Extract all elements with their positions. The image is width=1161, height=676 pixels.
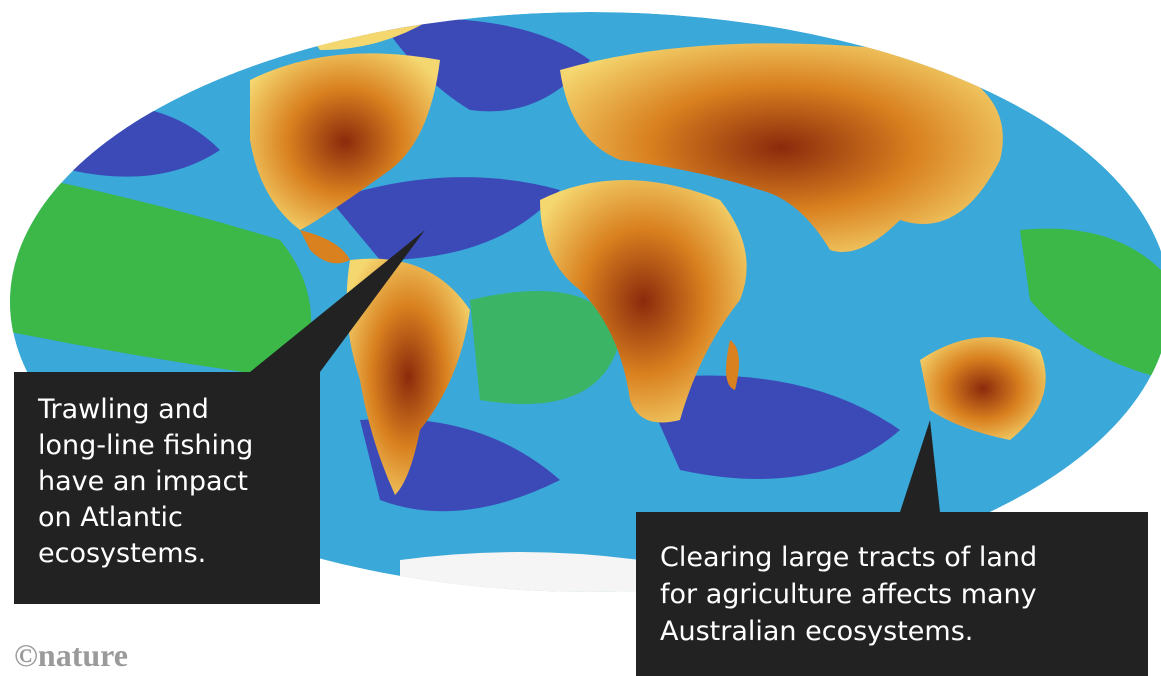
callout-atlantic (14, 230, 425, 604)
callout-text: on Atlantic (38, 502, 183, 533)
callout-text: long-line fishing (38, 430, 253, 461)
callout-text: have an impact (38, 466, 248, 497)
callout-text: Clearing large tracts of land (660, 542, 1037, 573)
callout-text: for agriculture affects many (660, 579, 1037, 610)
callout-text: Trawling and (37, 394, 209, 425)
logo: ©nature (14, 637, 128, 673)
callout-australia (636, 420, 1148, 676)
callout-text: ecosystems. (38, 538, 206, 569)
callout-text: Australian ecosystems. (660, 616, 973, 647)
